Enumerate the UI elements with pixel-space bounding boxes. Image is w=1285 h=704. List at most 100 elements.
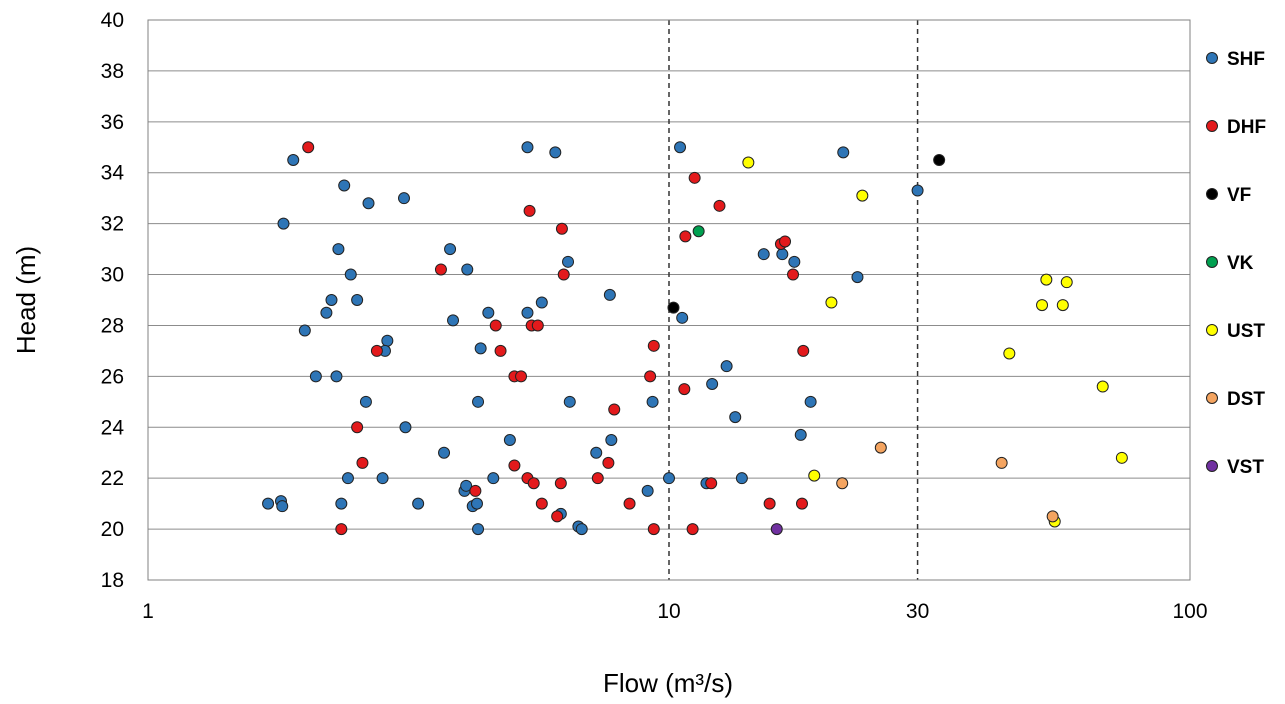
point-dhf (469, 484, 482, 497)
point-vst (770, 523, 783, 536)
x-tick-label: 30 (906, 600, 929, 623)
point-shf (338, 179, 351, 192)
point-dhf (508, 459, 521, 472)
point-ust (1056, 299, 1069, 312)
y-tick-label: 22 (101, 467, 124, 490)
point-dhf (551, 510, 564, 523)
point-shf (676, 311, 689, 324)
legend-marker-vst (1206, 460, 1218, 472)
y-tick-label: 32 (101, 213, 124, 236)
point-dhf (623, 497, 636, 510)
legend-marker-vf (1206, 188, 1218, 200)
plot-frame (147, 19, 1191, 581)
point-dhf (523, 204, 536, 217)
point-ust (1060, 276, 1073, 289)
point-shf (729, 411, 742, 424)
point-vf (933, 154, 946, 166)
x-tick-label: 1 (142, 600, 154, 623)
point-shf (362, 197, 375, 210)
point-shf (911, 184, 924, 197)
y-tick-label: 36 (101, 111, 124, 134)
point-dhf (527, 477, 540, 490)
point-shf (470, 497, 483, 510)
point-shf (474, 342, 487, 355)
legend-marker-dhf (1206, 120, 1218, 132)
point-shf (720, 360, 733, 373)
point-shf (776, 248, 789, 261)
legend-label-vf: VF (1227, 185, 1251, 206)
point-shf (461, 263, 474, 276)
point-shf (794, 428, 807, 441)
point-dhf (779, 235, 792, 248)
point-shf (276, 500, 289, 513)
point-shf (344, 268, 357, 281)
point-dhf (302, 141, 315, 154)
point-vk (692, 225, 705, 238)
point-ust (825, 296, 838, 309)
point-dhf (647, 339, 660, 352)
legend: SHF DHF VF VK UST DST VST (1206, 49, 1266, 478)
point-shf (563, 395, 576, 408)
point-shf (487, 472, 500, 485)
point-ust (1036, 299, 1049, 312)
point-shf (590, 446, 603, 459)
point-ust (1115, 451, 1128, 464)
point-shf (575, 523, 588, 536)
point-dhf (370, 344, 383, 357)
y-tick-label: 26 (101, 365, 124, 388)
point-shf (804, 395, 817, 408)
point-shf (788, 255, 801, 268)
point-shf (320, 306, 333, 319)
point-shf (330, 370, 343, 383)
point-dhf (705, 477, 718, 490)
legend-label-vk: VK (1227, 253, 1254, 274)
point-shf (381, 334, 394, 347)
point-shf (641, 484, 654, 497)
y-tick-label: 20 (101, 518, 124, 541)
legend-marker-vk (1206, 256, 1218, 268)
point-shf (521, 306, 534, 319)
legend-label-dhf: DHF (1227, 117, 1266, 138)
point-dhf (356, 456, 369, 469)
point-dst (1046, 510, 1059, 523)
point-dhf (644, 370, 657, 383)
point-dhf (608, 403, 621, 416)
point-shf (472, 395, 485, 408)
legend-label-dst: DST (1227, 389, 1265, 410)
point-shf (397, 192, 410, 205)
y-tick-label: 40 (101, 9, 124, 32)
data-points (262, 141, 1128, 536)
point-shf (663, 472, 675, 485)
point-dhf (555, 222, 568, 235)
point-ust (808, 469, 821, 482)
y-tick-label: 18 (101, 569, 124, 592)
point-dhf (557, 268, 570, 281)
point-shf (309, 370, 322, 383)
x-tick-label: 100 (1172, 600, 1207, 623)
point-shf (325, 294, 338, 306)
point-shf (444, 243, 457, 256)
point-dhf (494, 344, 507, 357)
legend-label-shf: SHF (1227, 49, 1265, 70)
point-shf (287, 154, 300, 166)
legend-marker-shf (1206, 52, 1218, 64)
y-tick-label: 24 (101, 416, 125, 439)
point-shf (341, 472, 354, 485)
point-dhf (679, 230, 692, 243)
point-shf (535, 296, 548, 309)
x-axis-title: Flow (m³/s) (603, 668, 733, 698)
point-dhf (797, 344, 810, 357)
point-shf (351, 294, 364, 306)
point-ust (1003, 347, 1016, 360)
y-tick-label: 30 (101, 264, 124, 287)
point-dhf (351, 421, 364, 434)
point-dhf (489, 319, 502, 332)
point-ust (742, 156, 755, 169)
point-shf (460, 479, 473, 492)
point-dhf (515, 370, 528, 383)
point-shf (549, 146, 562, 159)
point-shf (438, 446, 451, 459)
legend-marker-dst (1206, 392, 1218, 404)
point-shf (837, 146, 850, 159)
